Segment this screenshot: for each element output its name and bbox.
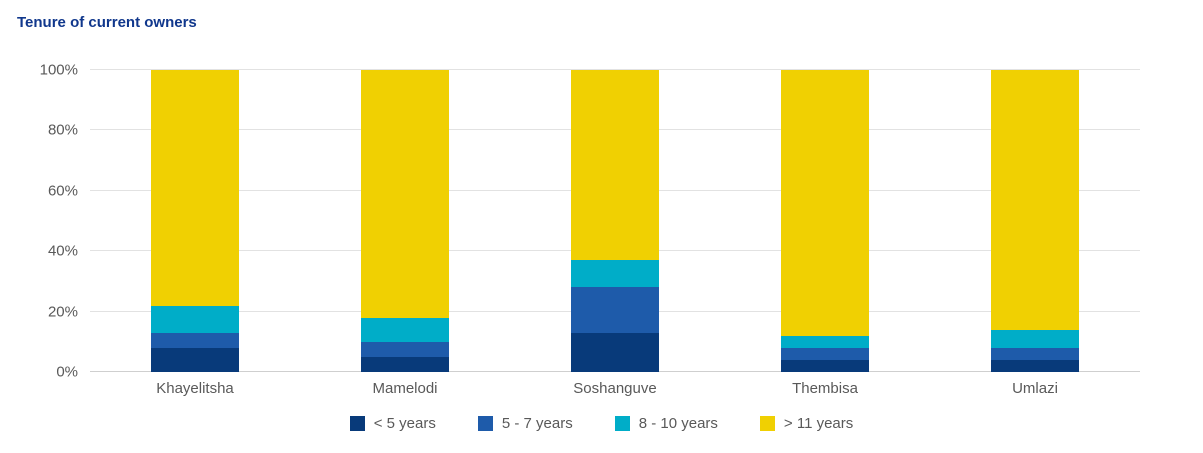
legend-item-5-years: < 5 years (349, 415, 436, 432)
legend-label: 5 - 7 years (501, 415, 573, 432)
y-tick-label-100: 100% (39, 61, 78, 79)
legend-label: < 5 years (373, 415, 436, 432)
stacked-bar-umlazi (991, 70, 1079, 372)
bar-segment-thembisa-8-10-years (781, 335, 869, 348)
gridline-100 (90, 69, 1140, 70)
bar-segment-khayelitsha-5-7-years (151, 332, 239, 348)
stacked-bar-mamelodi (361, 70, 449, 372)
legend-swatch-icon (614, 416, 630, 431)
stacked-bar-thembisa (781, 70, 869, 372)
y-tick-label-60: 60% (47, 182, 78, 200)
x-axis: Khayelitsha Mamelodi Soshanguve Thembisa Uml… (90, 380, 1140, 397)
chart-title: Tenure of current owners (17, 14, 197, 31)
bar-segment-soshanguve-5-7-years (571, 287, 659, 333)
legend-item-11-years: > 11 years (759, 415, 854, 432)
bar-segment-mamelodi-8-10-years (361, 317, 449, 342)
bar-segment-umlazi-8-10-years (991, 329, 1079, 348)
bar-segment-umlazi-5-years (991, 359, 1079, 372)
legend-swatch-icon (759, 416, 775, 431)
bar-slot-soshanguve (510, 70, 720, 372)
legend-item-5-7-years: 5 - 7 years (477, 415, 573, 432)
x-axis-label-umlazi: Umlazi (1012, 380, 1058, 397)
bar-segment-soshanguve-8-10-years (571, 260, 659, 288)
bar-segment-thembisa-11-years (781, 70, 869, 336)
bar-segment-khayelitsha-8-10-years (151, 305, 239, 333)
bar-segment-umlazi-11-years (991, 70, 1079, 330)
bar-slot-thembisa (720, 70, 930, 372)
bar-slot-mamelodi (300, 70, 510, 372)
bar-segment-mamelodi-5-years (361, 356, 449, 372)
bar-segment-thembisa-5-years (781, 359, 869, 372)
bar-slot-umlazi (930, 70, 1140, 372)
legend-swatch-icon (349, 416, 365, 431)
bar-segment-mamelodi-11-years (361, 70, 449, 318)
bar-segment-soshanguve-5-years (571, 332, 659, 372)
x-axis-label-thembisa: Thembisa (792, 380, 858, 397)
stacked-bar-soshanguve (571, 70, 659, 372)
bar-segment-khayelitsha-5-years (151, 347, 239, 372)
plot-area: 0% 20% 40% 60% 80% 100% (40, 62, 1140, 381)
y-tick-label-80: 80% (47, 121, 78, 139)
x-axis-label-khayelitsha: Khayelitsha (156, 380, 234, 397)
stacked-bar-khayelitsha (151, 70, 239, 372)
bar-segment-mamelodi-5-7-years (361, 341, 449, 357)
y-tick-label-0: 0% (56, 363, 78, 381)
y-tick-label-40: 40% (47, 242, 78, 260)
bar-segment-umlazi-5-7-years (991, 347, 1079, 360)
y-tick-label-20: 20% (47, 303, 78, 321)
legend-label: > 11 years (783, 415, 854, 432)
legend-item-8-10-years: 8 - 10 years (614, 415, 718, 432)
legend-label: 8 - 10 years (638, 415, 718, 432)
legend-swatch-icon (477, 416, 493, 431)
bars-layer (90, 70, 1140, 372)
x-axis-label-soshanguve: Soshanguve (573, 380, 657, 397)
bar-segment-thembisa-5-7-years (781, 347, 869, 360)
legend: < 5 years 5 - 7 years 8 - 10 years > 11 yea… (0, 415, 1203, 432)
bar-segment-khayelitsha-11-years (151, 70, 239, 306)
bar-segment-soshanguve-11-years (571, 70, 659, 261)
bar-slot-khayelitsha (90, 70, 300, 372)
x-axis-label-mamelodi: Mamelodi (372, 380, 438, 397)
